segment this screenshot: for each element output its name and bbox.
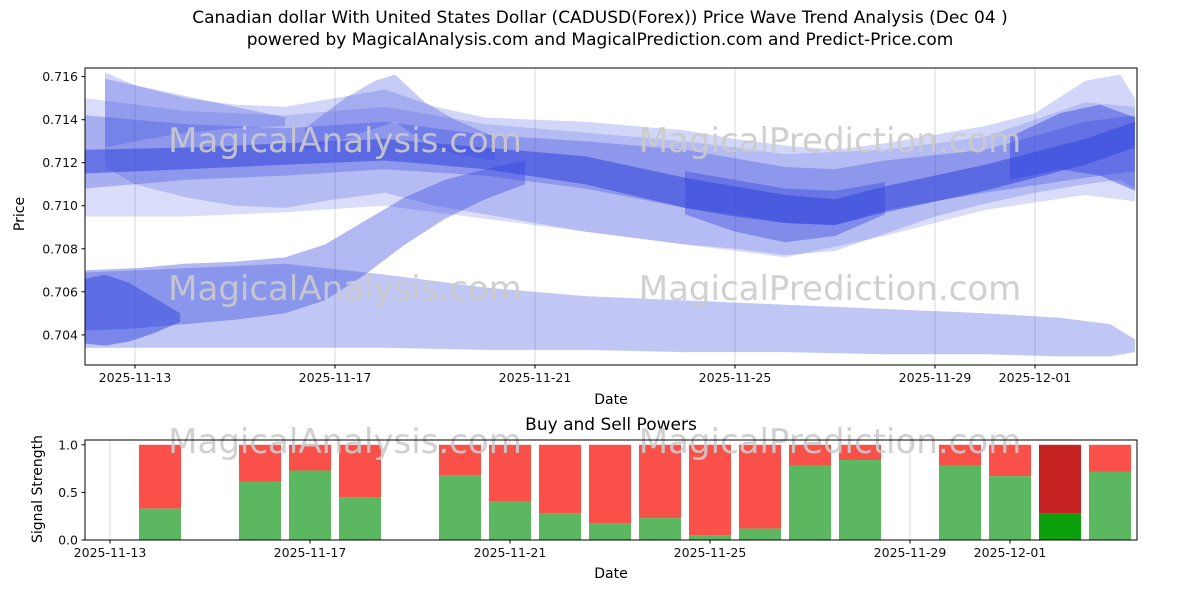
date-axis-label-bottom: Date (594, 566, 628, 582)
wave-bands (85, 72, 1135, 357)
sell-bar (639, 444, 681, 519)
wave-band (85, 121, 1135, 226)
x-tick-label: 2025-11-21 (499, 370, 572, 385)
wave-band (85, 274, 180, 346)
axes-frame: 2025-11-13 2025-11-17 2025-11-21 2025-11-25… (58, 437, 1138, 560)
y-tick-label: 0.712 (42, 155, 78, 170)
wave-band (305, 74, 495, 161)
page-title: Canadian dollar With United States Dolla… (192, 8, 1008, 28)
buy-bar (289, 470, 331, 540)
watermarks: MagicalAnalysis.com MagicalPrediction.com (168, 269, 1021, 309)
x-tick-label: 2025-12-01 (974, 545, 1047, 560)
watermark-text: MagicalPrediction.com (639, 121, 1022, 161)
y-tick-label: 0.708 (42, 241, 78, 256)
page-subtitle: powered by MagicalAnalysis.com and Magic… (246, 30, 954, 50)
price-chart: MagicalAnalysis.com MagicalPrediction.com… (42, 67, 1138, 385)
watermark-text: MagicalAnalysis.com (168, 422, 522, 462)
watermark-text: MagicalPrediction.com (639, 422, 1022, 462)
buy-bar (139, 508, 181, 540)
y-tick-label: 0.0 (58, 533, 78, 548)
x-tick-label: 2025-11-17 (274, 545, 347, 560)
date-axis-label-top: Date (594, 392, 628, 408)
sell-bar (989, 444, 1031, 477)
buy-bar (1089, 471, 1131, 540)
x-tick-label: 2025-12-01 (999, 370, 1072, 385)
sell-bar (739, 444, 781, 529)
wave-band (85, 263, 1135, 357)
x-tick-label: 2025-11-13 (74, 545, 147, 560)
y-tick-label: 0.714 (42, 112, 78, 127)
wave-band (85, 160, 525, 331)
buy-bar (739, 528, 781, 540)
watermark-text: MagicalAnalysis.com (168, 121, 522, 161)
y-tick-label: 1.0 (58, 437, 78, 452)
watermark-text: MagicalPrediction.com (639, 269, 1022, 309)
buy-bar (439, 475, 481, 540)
sell-bar (139, 444, 181, 509)
x-tick-label: 2025-11-29 (874, 545, 947, 560)
y-tick-label: 0.704 (42, 327, 78, 342)
y-tick-label: 0.716 (42, 69, 78, 84)
sell-bar (539, 444, 581, 514)
sell-bar (1039, 444, 1081, 514)
buy-bar (989, 476, 1031, 540)
sell-bar (589, 444, 631, 524)
buy-bar (239, 481, 281, 540)
buy-bar (339, 497, 381, 540)
x-tick-label: 2025-11-17 (299, 370, 372, 385)
x-tick-label: 2025-11-25 (699, 370, 772, 385)
sell-bar (789, 444, 831, 466)
sell-bar (439, 444, 481, 476)
watermark-text: MagicalAnalysis.com (168, 269, 522, 309)
x-ticks: 2025-11-13 2025-11-17 2025-11-21 2025-11-25… (99, 365, 1072, 385)
x-tick-label: 2025-11-29 (899, 370, 972, 385)
axes-frame: 2025-11-13 2025-11-17 2025-11-21 2025-11-25… (42, 67, 1138, 385)
wave-band (685, 171, 885, 243)
y-ticks: 0.0 0.5 1.0 (58, 437, 85, 548)
sell-bar (839, 444, 881, 460)
y-tick-label: 0.710 (42, 198, 78, 213)
sell-bar (339, 444, 381, 498)
buy-bar (539, 513, 581, 540)
buy-bar (839, 460, 881, 540)
watermarks: MagicalAnalysis.com MagicalPrediction.com (168, 422, 1021, 462)
buy-bar (789, 465, 831, 540)
x-tick-label: 2025-11-25 (674, 545, 747, 560)
gridlines (134, 68, 1036, 365)
power-chart-title: Buy and Sell Powers (525, 415, 697, 435)
wave-band (105, 78, 285, 148)
buy-bar (639, 518, 681, 540)
wave-band (1010, 104, 1135, 191)
sell-bar (239, 444, 281, 482)
wave-band (85, 98, 1135, 258)
buy-bar (589, 523, 631, 540)
sell-bar (1089, 444, 1131, 472)
x-ticks: 2025-11-13 2025-11-17 2025-11-21 2025-11-25… (74, 540, 1047, 560)
buy-bar (689, 535, 731, 540)
buy-bar (939, 465, 981, 540)
buy-bar (489, 501, 531, 540)
y-tick-label: 0.5 (58, 485, 78, 500)
buy-bar (1039, 513, 1081, 540)
sell-bar (489, 444, 531, 501)
y-tick-label: 0.706 (42, 284, 78, 299)
sell-bar (289, 444, 331, 471)
watermarks: MagicalAnalysis.com MagicalPrediction.com (168, 121, 1021, 161)
signal-bars (139, 444, 1131, 540)
x-tick-label: 2025-11-21 (474, 545, 547, 560)
y-ticks: 0.704 0.706 0.708 0.710 0.712 0.714 0.716 (42, 69, 85, 342)
x-tick-label: 2025-11-13 (99, 370, 172, 385)
sell-bar (939, 444, 981, 466)
sell-bar (689, 444, 731, 536)
power-chart: MagicalAnalysis.com MagicalPrediction.com… (58, 422, 1138, 560)
